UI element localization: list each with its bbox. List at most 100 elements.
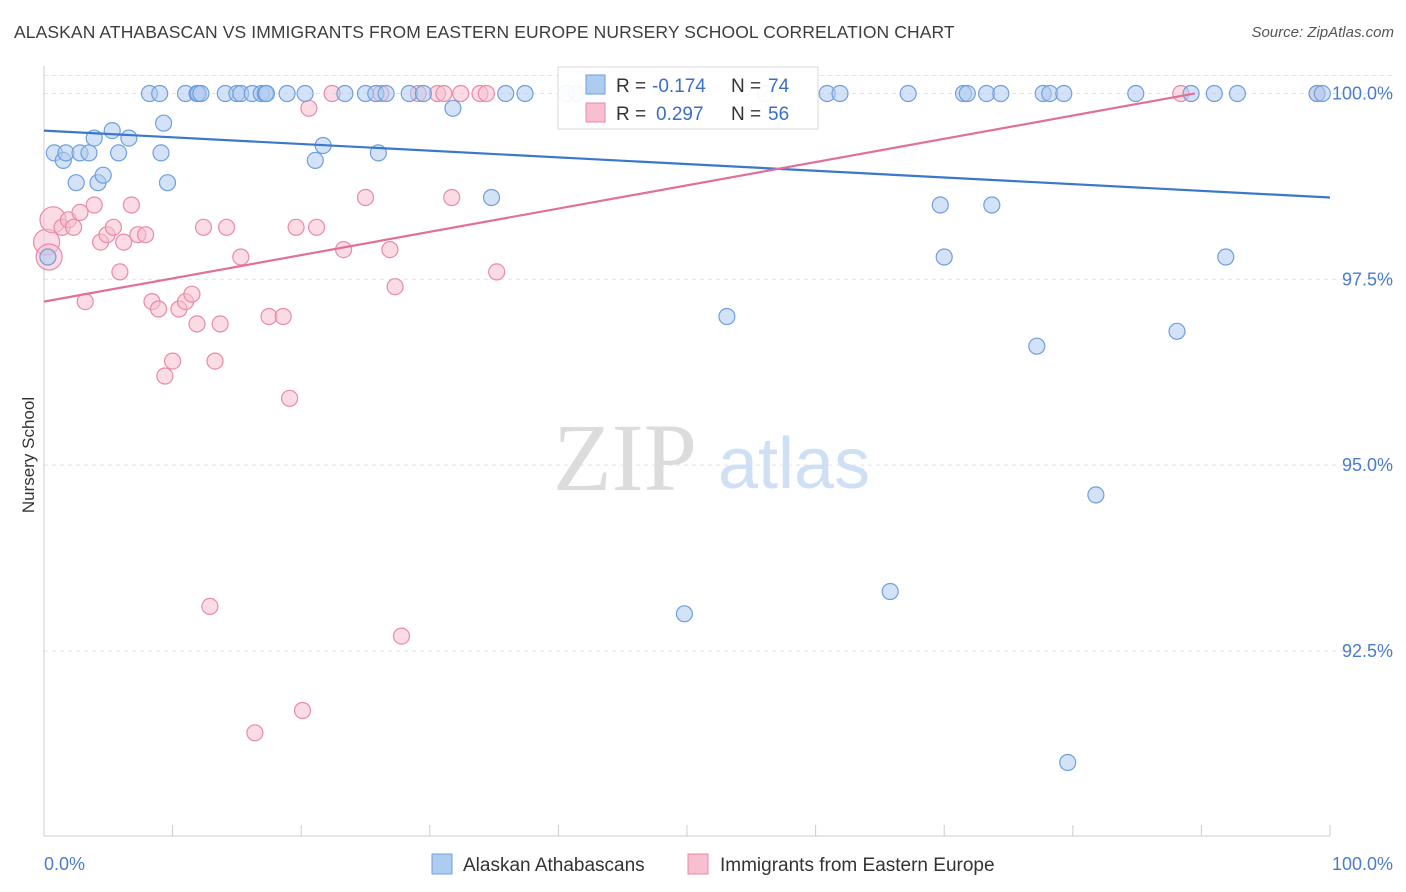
point-alaskan-athabascans-4 [67, 174, 85, 192]
point-alaskan-athabascans-41 [482, 188, 501, 207]
point-alaskan-athabascans-51 [899, 84, 917, 103]
point-eastern-europe-43 [386, 278, 404, 296]
point-eastern-europe-28 [218, 218, 236, 236]
point-alaskan-athabascans-12 [120, 129, 138, 147]
point-alaskan-athabascans-40 [444, 99, 462, 117]
x-tick-label-1: 100.0% [1332, 854, 1393, 874]
stats-n-label-blue: N = [731, 76, 761, 97]
point-eastern-europe-42 [381, 241, 399, 259]
point-eastern-europe-18 [156, 367, 174, 385]
point-alaskan-athabascans-16 [152, 144, 170, 162]
point-eastern-europe-40 [356, 188, 375, 207]
point-eastern-europe-11 [111, 263, 129, 281]
stats-n-value-pink: 56 [768, 104, 789, 125]
trend-line-eastern-europe [43, 92, 1196, 303]
point-alaskan-athabascans-0 [39, 248, 57, 266]
point-eastern-europe-22 [183, 285, 201, 303]
point-alaskan-athabascans-14 [155, 114, 173, 132]
point-alaskan-athabascans-55 [958, 84, 976, 103]
trend-lines [43, 92, 1331, 303]
point-alaskan-athabascans-69 [1217, 248, 1235, 266]
stats-box: R = -0.174 N = 74 R = 0.297 N = 56 [557, 66, 819, 130]
point-eastern-europe-48 [443, 188, 461, 207]
point-alaskan-athabascans-65 [1127, 84, 1145, 103]
point-alaskan-athabascans-70 [1228, 84, 1247, 103]
point-eastern-europe-15 [137, 226, 155, 244]
point-alaskan-athabascans-43 [516, 84, 534, 103]
point-eastern-europe-33 [281, 389, 299, 407]
tick-labels: 92.5% 95.0% 97.5% 100.0% 0.0% 100.0% [44, 83, 1393, 874]
point-eastern-europe-35 [293, 701, 312, 720]
y-tick-label-3: 100.0% [1332, 83, 1393, 103]
point-eastern-europe-36 [300, 99, 318, 117]
point-eastern-europe-27 [211, 315, 229, 333]
point-alaskan-athabascans-45 [675, 605, 694, 623]
point-alaskan-athabascans-49 [831, 84, 849, 103]
point-eastern-europe-49 [452, 84, 470, 103]
point-alaskan-athabascans-46 [718, 307, 736, 326]
point-alaskan-athabascans-42 [497, 84, 515, 103]
watermark-zip: ZIP [553, 404, 697, 511]
point-alaskan-athabascans-59 [1028, 337, 1046, 355]
point-alaskan-athabascans-62 [1055, 84, 1073, 103]
y-axis-title: Nursery School [19, 397, 38, 513]
point-alaskan-athabascans-64 [1087, 486, 1105, 504]
data-points [32, 84, 1331, 772]
point-alaskan-athabascans-17 [158, 174, 177, 192]
point-eastern-europe-23 [188, 315, 206, 333]
point-eastern-europe-25 [201, 597, 219, 616]
trend-line-alaskan-athabascans [43, 129, 1331, 199]
stats-swatch-pink [585, 102, 606, 123]
axes [43, 66, 1331, 837]
stats-r-label-blue: R = [616, 76, 646, 97]
point-alaskan-athabascans-37 [377, 84, 395, 103]
legend-swatch-immigrants-eastern-europe [687, 853, 709, 875]
point-eastern-europe-12 [115, 233, 133, 251]
point-alaskan-athabascans-57 [983, 196, 1001, 214]
legend: Alaskan Athabascans Immigrants from East… [431, 853, 995, 876]
point-alaskan-athabascans-30 [296, 84, 314, 103]
point-eastern-europe-37 [308, 218, 326, 236]
point-alaskan-athabascans-39 [414, 84, 432, 103]
point-alaskan-athabascans-10 [103, 122, 121, 140]
point-eastern-europe-44 [392, 627, 411, 645]
point-alaskan-athabascans-63 [1059, 753, 1077, 772]
stats-r-value-pink: 0.297 [656, 104, 704, 125]
stats-n-value-blue: 74 [768, 76, 790, 97]
point-alaskan-athabascans-50 [881, 582, 899, 601]
point-alaskan-athabascans-68 [1205, 84, 1223, 103]
point-eastern-europe-26 [206, 352, 224, 370]
point-alaskan-athabascans-72 [1313, 84, 1331, 103]
point-eastern-europe-7 [85, 196, 103, 214]
point-eastern-europe-30 [246, 724, 264, 742]
stats-r-value-blue: -0.174 [652, 76, 706, 97]
point-alaskan-athabascans-52 [931, 196, 949, 214]
point-alaskan-athabascans-33 [336, 84, 354, 103]
y-tick-label-0: 92.5% [1342, 641, 1393, 661]
point-eastern-europe-13 [122, 196, 140, 214]
point-eastern-europe-47 [435, 84, 453, 103]
stats-r-label-pink: R = [616, 104, 646, 125]
source-credit: Source: ZipAtlas.com [1251, 24, 1394, 41]
point-alaskan-athabascans-21 [192, 84, 210, 103]
point-eastern-europe-52 [488, 263, 506, 281]
gridlines [44, 74, 1392, 652]
point-alaskan-athabascans-29 [278, 84, 296, 103]
point-eastern-europe-51 [477, 84, 495, 103]
legend-label-immigrants-eastern-europe: Immigrants from Eastern Europe [720, 855, 995, 876]
point-eastern-europe-39 [335, 241, 353, 259]
point-alaskan-athabascans-6 [80, 144, 98, 162]
watermark-atlas: atlas [718, 424, 870, 504]
point-eastern-europe-31 [260, 307, 278, 326]
point-alaskan-athabascans-53 [935, 248, 953, 266]
point-eastern-europe-19 [164, 352, 182, 370]
x-tick-label-0: 0.0% [44, 854, 85, 874]
point-alaskan-athabascans-56 [977, 84, 996, 103]
point-eastern-europe-32 [274, 307, 292, 326]
point-eastern-europe-24 [194, 218, 213, 236]
stats-n-label-pink: N = [731, 104, 761, 125]
chart-title: ALASKAN ATHABASCAN VS IMMIGRANTS FROM EA… [14, 22, 955, 42]
point-eastern-europe-5 [71, 203, 89, 221]
point-eastern-europe-10 [104, 218, 123, 236]
